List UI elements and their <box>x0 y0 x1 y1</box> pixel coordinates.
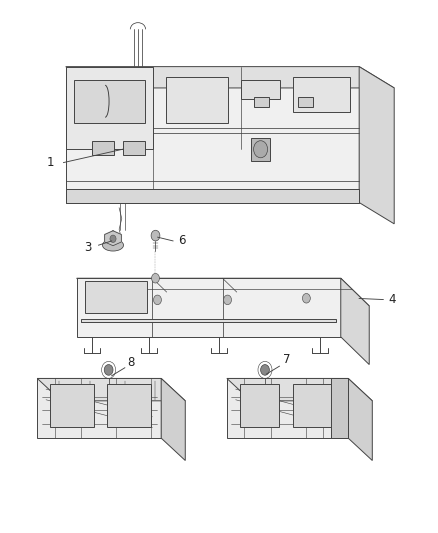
Text: 6: 6 <box>178 235 186 247</box>
Polygon shape <box>66 67 394 88</box>
Circle shape <box>223 295 231 305</box>
Polygon shape <box>50 384 94 427</box>
Text: 7: 7 <box>283 353 291 366</box>
Polygon shape <box>298 97 313 107</box>
Polygon shape <box>331 378 348 438</box>
Ellipse shape <box>102 239 124 251</box>
Text: 8: 8 <box>128 356 135 369</box>
Polygon shape <box>81 319 336 322</box>
Polygon shape <box>293 384 332 427</box>
Circle shape <box>153 295 162 305</box>
Polygon shape <box>161 378 185 461</box>
Polygon shape <box>66 189 359 203</box>
Polygon shape <box>341 278 369 365</box>
Polygon shape <box>77 278 369 306</box>
Text: 1: 1 <box>46 156 54 169</box>
Polygon shape <box>105 231 121 246</box>
Polygon shape <box>166 77 228 123</box>
Polygon shape <box>85 281 147 313</box>
Text: 3: 3 <box>84 241 91 254</box>
Polygon shape <box>227 378 348 438</box>
Polygon shape <box>74 80 145 123</box>
Polygon shape <box>251 138 270 161</box>
Circle shape <box>151 230 160 241</box>
Polygon shape <box>66 67 359 203</box>
Circle shape <box>302 294 311 303</box>
Polygon shape <box>227 378 372 401</box>
Polygon shape <box>293 77 350 112</box>
Polygon shape <box>107 384 151 427</box>
Polygon shape <box>37 378 185 401</box>
Circle shape <box>110 235 116 243</box>
Polygon shape <box>359 67 394 224</box>
Circle shape <box>152 273 159 283</box>
Polygon shape <box>348 378 372 461</box>
Circle shape <box>104 365 113 375</box>
Circle shape <box>261 365 269 375</box>
Polygon shape <box>123 141 145 155</box>
Text: 4: 4 <box>388 293 396 306</box>
Circle shape <box>254 141 268 158</box>
Polygon shape <box>240 384 279 427</box>
Polygon shape <box>92 141 114 155</box>
Polygon shape <box>66 67 153 149</box>
Polygon shape <box>37 378 161 438</box>
Polygon shape <box>241 80 280 99</box>
Polygon shape <box>77 278 341 337</box>
Polygon shape <box>254 97 269 107</box>
